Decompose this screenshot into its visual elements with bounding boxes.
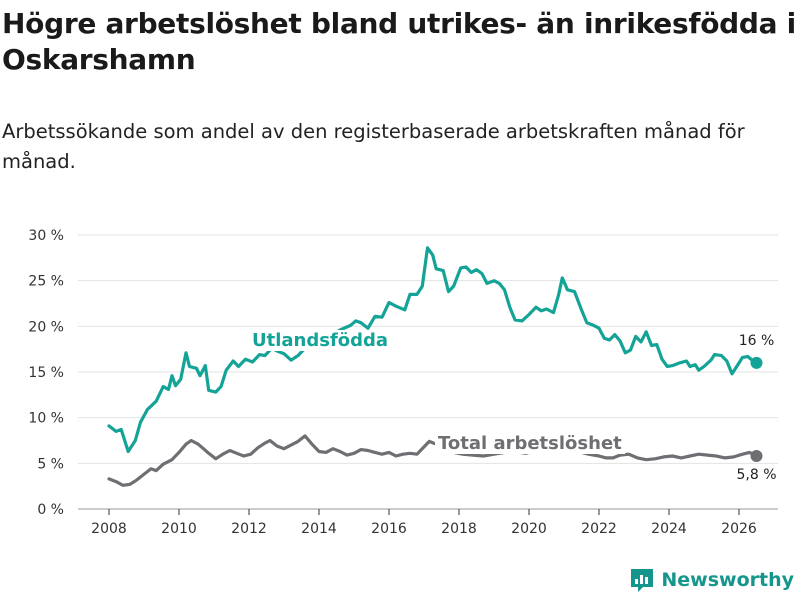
x-tick-label: 2014 xyxy=(301,521,337,537)
y-tick-label: 20 % xyxy=(28,319,64,335)
end-label-utlandsfodda: 16 % xyxy=(739,333,775,349)
y-tick-label: 15 % xyxy=(28,365,64,381)
series-label-total: Total arbetslöshet xyxy=(438,433,622,454)
series-label-halo xyxy=(249,330,392,351)
brand-name: Newsworthy xyxy=(661,569,794,591)
newsworthy-logo-icon xyxy=(631,569,654,592)
brand-logo: Newsworthy xyxy=(629,566,794,594)
x-tick-label: 2024 xyxy=(651,521,687,537)
grid-lines xyxy=(78,234,778,510)
y-tick-label: 0 % xyxy=(37,502,64,518)
series-lines xyxy=(107,246,759,487)
series-line-total xyxy=(107,434,759,487)
series-label-utlandsfodda: Utlandsfödda xyxy=(252,330,388,351)
x-tick-label: 2012 xyxy=(231,521,267,537)
series-line-utlandsfodda xyxy=(107,246,759,454)
chart-title: Högre arbetslöshet bland utrikes- än inr… xyxy=(2,7,796,76)
end-point-total xyxy=(750,450,763,463)
x-tick-label: 2026 xyxy=(721,521,757,537)
end-point-utlandsfodda xyxy=(750,356,763,369)
chart-subtitle: Arbetssökande som andel av den registerb… xyxy=(2,120,745,173)
x-tick-label: 2010 xyxy=(161,521,197,537)
y-tick-label: 30 % xyxy=(28,228,64,244)
x-tick-label: 2016 xyxy=(371,521,407,537)
x-tick-label: 2022 xyxy=(581,521,617,537)
y-tick-label: 10 % xyxy=(28,411,64,427)
x-tick-label: 2020 xyxy=(511,521,547,537)
x-axis: 2008 2010 2012 2014 2016 2018 2020 2022 2024 2026 xyxy=(91,509,757,537)
end-label-total: 5,8 % xyxy=(736,467,776,483)
y-tick-label: 25 % xyxy=(28,274,64,290)
x-tick-label: 2008 xyxy=(91,521,127,537)
series-label-halo xyxy=(435,433,626,454)
y-tick-label: 5 % xyxy=(37,456,64,472)
end-markers: 16 % 5,8 % xyxy=(736,333,776,483)
y-axis: 0 % 5 % 10 % 15 % 20 % 25 % 30 % xyxy=(28,228,64,518)
x-tick-label: 2018 xyxy=(441,521,477,537)
